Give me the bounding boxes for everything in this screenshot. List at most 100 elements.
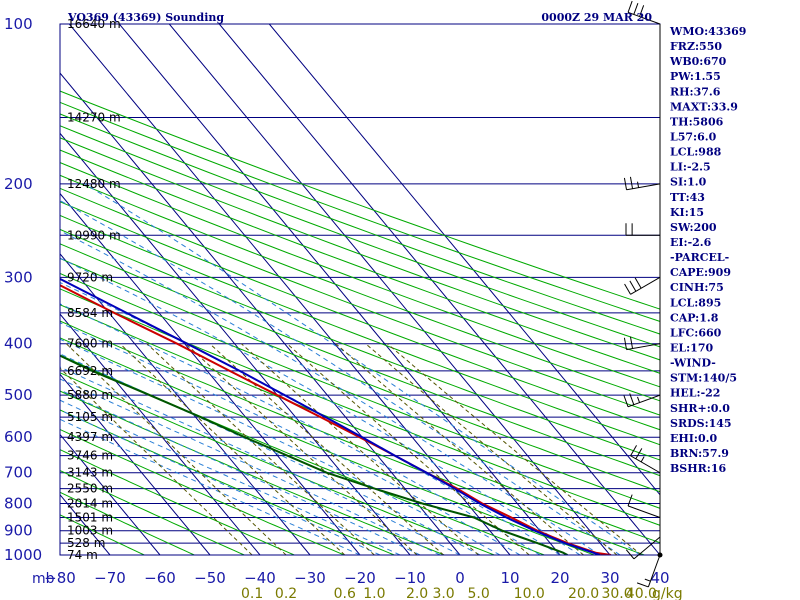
wind-barb-shaft: [627, 505, 661, 518]
stat-line-21: EL:170: [670, 341, 713, 354]
dry-adiabat-280: [60, 372, 496, 555]
wind-barb-6: [630, 445, 661, 474]
mixing-ratio-label-5: 3.0: [432, 586, 454, 600]
dry-adiabat-430: [60, 149, 660, 374]
temperature-tick-10: 10: [500, 569, 519, 587]
chart-time: 0000Z 29 MAR 20: [541, 11, 652, 24]
wind-barb-flag: [633, 3, 639, 15]
moist-adiabat-4: [60, 353, 481, 555]
mixing-ratio-line-3: [146, 343, 375, 555]
stat-line-20: LFC:660: [670, 326, 722, 339]
stat-line-26: SRDS:145: [670, 417, 732, 430]
height-label-250: 10990 m: [67, 228, 121, 242]
isotherm-0: [60, 72, 461, 555]
dry-adiabat-300: [60, 337, 596, 555]
moist-adiabat--4: [60, 378, 441, 555]
stat-line-4: RH:37.6: [670, 85, 721, 98]
wind-barb-8: [625, 536, 661, 560]
mixing-ratio-label-3: 1.0: [363, 586, 385, 600]
isotherm-50: [268, 24, 660, 496]
wind-barb-flag: [630, 445, 637, 456]
mixing-ratio-line-5: [209, 343, 444, 555]
wind-barb-flag: [636, 582, 649, 588]
wind-barb-flag: [627, 494, 633, 507]
dry-adiabat-450: [60, 125, 660, 348]
pressure-tick-900: 900: [4, 522, 33, 540]
wind-barb-half-flag: [640, 456, 645, 463]
stat-line-2: WB0:670: [669, 55, 727, 68]
mixing-ratio-line-6: [241, 343, 479, 555]
wind-barb-flag: [623, 177, 628, 190]
pressure-tick-800: 800: [4, 495, 33, 513]
mixing-ratio-label-1: 0.2: [275, 586, 297, 600]
wind-barb-shaft: [626, 183, 661, 191]
stat-line-23: STM:140/5: [670, 372, 737, 385]
stat-line-24: HEL:-22: [670, 387, 720, 400]
stat-line-27: EHI:0.0: [670, 432, 717, 445]
height-label-750: 2550 m: [67, 482, 113, 496]
stat-line-5: MAXT:33.9: [670, 100, 738, 113]
moist-adiabat-36: [84, 183, 641, 555]
dry-adiabat-480: [60, 90, 660, 310]
temperature-tick-20: 20: [550, 569, 569, 587]
height-label-500: 5880 m: [67, 388, 113, 402]
wind-barb-flag: [639, 5, 645, 17]
stat-line-14: EI:-2.6: [670, 236, 712, 249]
isotherm-40: [218, 24, 660, 555]
stat-line-1: FRZ:550: [670, 40, 722, 53]
wind-barb-flag: [623, 395, 629, 407]
mixing-ratio-label-2: 0.6: [334, 586, 356, 600]
wind-barb-1: [623, 176, 661, 191]
height-label-400: 7600 m: [67, 337, 113, 351]
stat-line-18: LCL:895: [670, 296, 721, 309]
dry-adiabat-370: [60, 228, 660, 461]
wind-barb-flag: [627, 0, 633, 13]
mixing-ratio-label-6: 5.0: [467, 586, 489, 600]
height-label-1000: 74 m: [67, 548, 98, 562]
isotherm-30: [168, 24, 611, 555]
dry-adiabat-240: [60, 449, 296, 555]
mixing-ratio-label-9: 30.0: [601, 586, 632, 600]
temperature-tick--20: −20: [344, 569, 376, 587]
mixing-ratio-line-8: [335, 343, 584, 555]
height-label-450: 6692 m: [67, 364, 113, 378]
wind-barb-half-flag: [637, 396, 641, 403]
mixing-ratio-unit-label: g/kg: [652, 586, 683, 600]
dry-adiabat-420: [60, 162, 660, 388]
height-label-600: 4397 m: [67, 430, 113, 444]
wind-barb-flag: [624, 283, 631, 295]
dry-adiabat-290: [60, 354, 546, 555]
stat-line-28: BRN:57.9: [670, 447, 729, 460]
temperature-tick--60: −60: [144, 569, 176, 587]
wind-barb-flag: [635, 448, 643, 460]
height-label-900: 1003 m: [67, 524, 113, 538]
stat-line-0: WMO:43369: [669, 25, 746, 38]
stat-line-17: CINH:75: [670, 281, 724, 294]
height-label-150: 14270 m: [67, 111, 121, 125]
dry-adiabat-410: [60, 174, 660, 402]
isotherm-10: [68, 24, 511, 555]
stat-line-16: CAPE:909: [670, 266, 731, 279]
wind-barb-flag: [629, 176, 634, 189]
pressure-tick-500: 500: [4, 386, 33, 404]
height-label-700: 3143 m: [67, 466, 113, 480]
stat-line-25: SHR+:0.0: [670, 402, 730, 415]
wind-barb-3: [624, 276, 661, 295]
mixing-ratio-label-0: 0.1: [241, 586, 263, 600]
stability-indices-panel: WMO:43369 FRZ:550 WB0:670 PW:1.55 RH:37.6 MAX…: [669, 25, 746, 475]
temperature-tick-0: 0: [455, 569, 465, 587]
dry-adiabat-310: [60, 320, 646, 555]
height-label-100: 16640 m: [67, 17, 121, 31]
wind-barb-half-flag: [644, 12, 648, 19]
temperature-tick--80: −80: [44, 569, 76, 587]
wind-barb-shaft: [647, 554, 661, 588]
wind-barb-shaft: [630, 455, 661, 474]
stat-line-8: LCL:988: [670, 146, 722, 159]
parcel-line: [60, 277, 601, 555]
isotherm--60: [60, 433, 161, 555]
isotherm--50: [60, 373, 211, 555]
mixing-ratio-label-10: 40.0: [626, 586, 657, 600]
wind-barb-4: [623, 336, 661, 351]
stat-line-22: -WIND-: [670, 357, 716, 370]
